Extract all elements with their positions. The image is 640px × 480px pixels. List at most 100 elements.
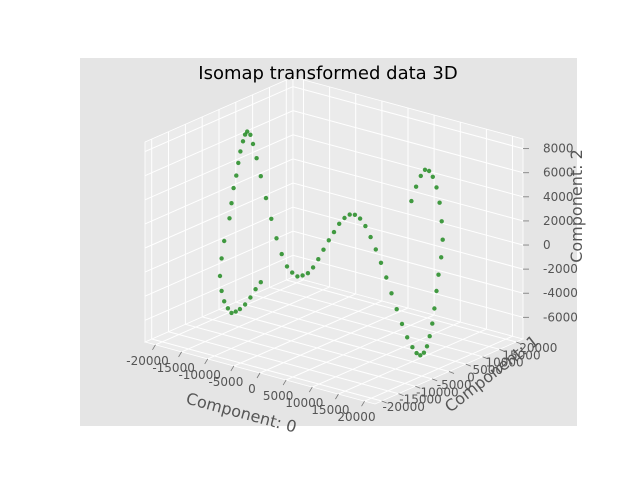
data-point bbox=[227, 216, 232, 221]
y-tick-mark bbox=[482, 356, 488, 360]
data-point bbox=[305, 271, 311, 276]
y-tick-label: 20000 bbox=[519, 341, 557, 355]
data-point bbox=[222, 299, 227, 304]
y-tick-mark bbox=[398, 393, 404, 397]
data-point bbox=[290, 270, 295, 275]
data-point bbox=[253, 287, 258, 292]
y-tick-mark bbox=[415, 385, 421, 389]
data-point bbox=[347, 212, 352, 217]
y-grid-line bbox=[285, 80, 517, 343]
y-tick-label: 15000 bbox=[502, 348, 540, 362]
z-grid-line bbox=[144, 110, 524, 177]
data-point bbox=[394, 307, 399, 312]
y-tick-mark bbox=[381, 400, 387, 404]
z-grid-line bbox=[144, 230, 524, 297]
x-grid-line bbox=[338, 129, 487, 395]
y-grid-line bbox=[269, 87, 500, 350]
y-tick-label: -5000 bbox=[437, 378, 472, 392]
y-tick-label: 10000 bbox=[486, 356, 524, 370]
z-grid-line bbox=[144, 158, 524, 225]
data-point bbox=[331, 229, 337, 235]
data-point bbox=[231, 185, 236, 191]
x-tick-mark bbox=[308, 386, 313, 393]
data-point bbox=[439, 255, 444, 260]
z-tick-label: 2000 bbox=[543, 214, 574, 228]
x-tick-mark bbox=[256, 372, 261, 379]
z-tick-label: 6000 bbox=[543, 166, 574, 180]
y-tick-label: -20000 bbox=[382, 400, 425, 414]
data-point bbox=[434, 288, 439, 294]
data-point bbox=[238, 149, 243, 154]
y-tick-label: 5000 bbox=[473, 363, 504, 377]
data-point bbox=[274, 236, 279, 241]
x-grid-line bbox=[155, 79, 304, 346]
x-tick-label: -5000 bbox=[208, 375, 243, 389]
data-point bbox=[427, 334, 432, 339]
data-point bbox=[430, 321, 435, 326]
data-points bbox=[217, 129, 445, 358]
data-point bbox=[321, 247, 326, 252]
data-point bbox=[414, 350, 419, 356]
data-point bbox=[409, 198, 414, 204]
data-point bbox=[337, 221, 342, 226]
z-tick-label: 4000 bbox=[543, 190, 574, 204]
x-tick-mark bbox=[152, 344, 156, 351]
data-point bbox=[426, 168, 432, 174]
data-point bbox=[410, 345, 415, 350]
data-point bbox=[342, 215, 347, 221]
data-point bbox=[233, 309, 238, 314]
y-grid-line bbox=[184, 124, 416, 387]
chart-title: Isomap transformed data 3D bbox=[198, 63, 457, 84]
x-grid-line bbox=[233, 101, 383, 367]
z-tick-label: 8000 bbox=[543, 142, 574, 156]
z-tick-label: 0 bbox=[543, 238, 551, 252]
x-tick-label: 10000 bbox=[285, 396, 323, 410]
data-point bbox=[229, 310, 234, 316]
data-point bbox=[418, 173, 423, 179]
x-tick-label: 5000 bbox=[263, 389, 294, 403]
x-tick-label: -15000 bbox=[152, 361, 195, 375]
z-grid-line bbox=[144, 134, 524, 201]
tick-labels: -20000-15000-10000-5000 0 5000100001500020… bbox=[126, 142, 578, 425]
data-point bbox=[434, 185, 439, 190]
x-grid-line bbox=[285, 115, 435, 381]
data-point bbox=[326, 238, 331, 243]
data-point bbox=[405, 335, 410, 340]
grid-lines bbox=[144, 79, 524, 402]
data-point bbox=[424, 344, 430, 349]
data-point bbox=[248, 295, 253, 300]
data-point bbox=[300, 273, 305, 278]
data-point bbox=[295, 274, 300, 279]
data-point bbox=[269, 216, 274, 221]
data-point bbox=[258, 174, 263, 179]
data-point bbox=[258, 280, 263, 285]
data-point bbox=[219, 288, 224, 294]
data-point bbox=[229, 201, 234, 206]
x-grid-line bbox=[364, 136, 513, 402]
data-point bbox=[422, 167, 428, 172]
x-tick-label: 15000 bbox=[311, 403, 349, 417]
data-point bbox=[389, 291, 394, 296]
x-tick-mark bbox=[335, 393, 339, 400]
x-grid-line bbox=[207, 93, 357, 360]
data-point bbox=[316, 257, 321, 262]
data-point bbox=[436, 272, 441, 277]
x-tick-label: -20000 bbox=[126, 354, 169, 368]
x-tick-mark bbox=[282, 379, 287, 386]
y-tick-label: -15000 bbox=[399, 393, 442, 407]
data-point bbox=[399, 321, 405, 327]
data-point bbox=[373, 247, 378, 252]
data-point bbox=[234, 173, 239, 178]
data-point bbox=[384, 275, 389, 280]
data-point bbox=[432, 306, 437, 311]
y-grid-line bbox=[201, 116, 433, 380]
data-point bbox=[245, 129, 250, 134]
x-grid-line bbox=[259, 108, 409, 374]
z-grid-line bbox=[144, 182, 524, 249]
data-point bbox=[378, 260, 384, 265]
x-tick-label: 0 bbox=[248, 382, 256, 396]
y-grid-line bbox=[218, 109, 450, 372]
data-point bbox=[430, 174, 435, 179]
